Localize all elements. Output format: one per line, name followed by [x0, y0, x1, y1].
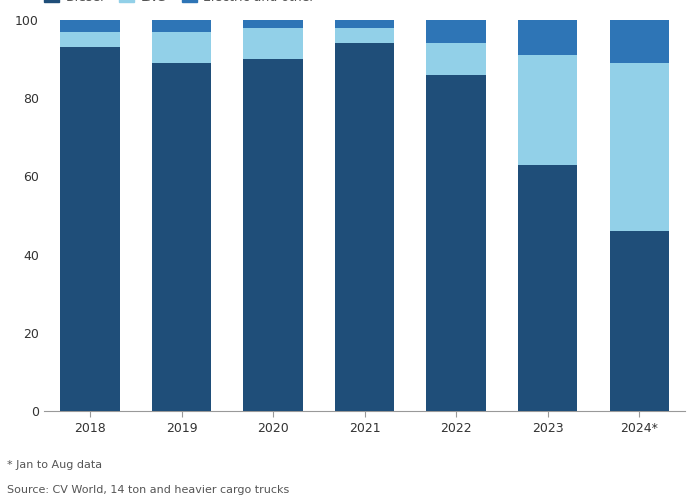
Bar: [518, 20, 578, 55]
Text: * Jan to Aug data: * Jan to Aug data: [7, 460, 102, 470]
Bar: [60, 48, 120, 411]
Bar: [610, 231, 669, 411]
Bar: [60, 20, 120, 32]
Bar: [60, 32, 120, 48]
Bar: [152, 20, 211, 32]
Bar: [152, 32, 211, 63]
Bar: [244, 28, 303, 59]
Text: Source: CV World, 14 ton and heavier cargo trucks: Source: CV World, 14 ton and heavier car…: [7, 485, 289, 495]
Bar: [335, 44, 395, 411]
Bar: [244, 59, 303, 411]
Bar: [426, 44, 486, 74]
Bar: [610, 63, 669, 231]
Legend: Diesel, LNG, Electric and other: Diesel, LNG, Electric and other: [44, 0, 314, 4]
Bar: [518, 164, 578, 411]
Bar: [152, 63, 211, 411]
Bar: [426, 20, 486, 44]
Bar: [335, 20, 395, 28]
Bar: [518, 55, 578, 164]
Bar: [610, 20, 669, 63]
Bar: [335, 28, 395, 44]
Bar: [426, 74, 486, 411]
Bar: [244, 20, 303, 28]
